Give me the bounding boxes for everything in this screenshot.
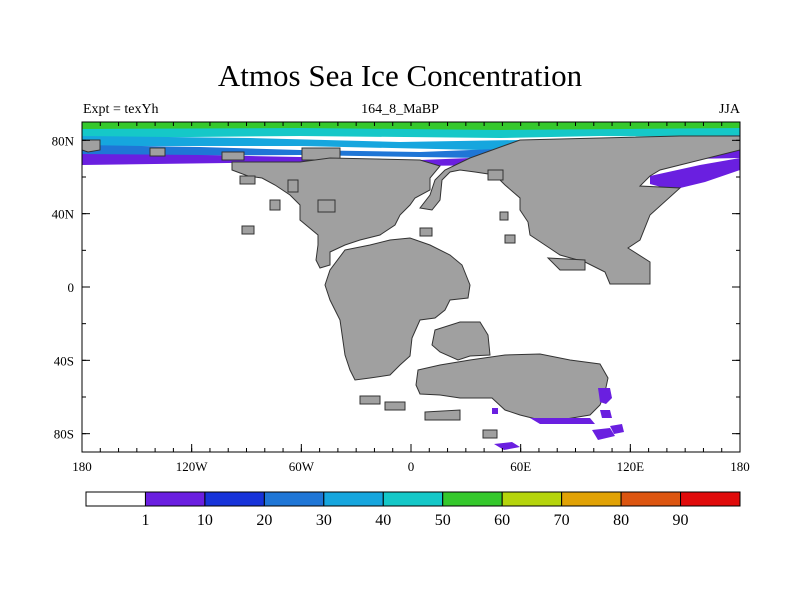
- lon-tick-label: 0: [408, 459, 415, 474]
- antarctic-sea-ice: [492, 388, 624, 450]
- colorbar-label: 70: [554, 512, 570, 529]
- colorbar-label: 90: [673, 512, 689, 529]
- colorbar-swatch: [323, 491, 384, 507]
- season-label: JJA: [718, 102, 740, 117]
- colorbar-label: 20: [256, 512, 272, 529]
- colorbar: 1 10 20 30 40 50 60 70 80 90: [85, 491, 741, 529]
- land-antarctica: [415, 353, 609, 421]
- land-masses: [81, 135, 741, 439]
- colorbar-swatch: [263, 491, 325, 507]
- lon-tick-label: 120W: [176, 459, 209, 474]
- colorbar-label: 40: [375, 512, 391, 529]
- colorbar-label: 50: [435, 512, 451, 529]
- colorbar-swatch: [501, 491, 563, 507]
- colorbar-swatch: [204, 491, 265, 507]
- colorbar-label: 80: [613, 512, 629, 529]
- colorbar-swatch: [85, 491, 146, 507]
- lon-tick-label: 60E: [510, 459, 531, 474]
- lat-tick-label: 40S: [54, 353, 74, 368]
- colorbar-label: 30: [316, 512, 332, 529]
- colorbar-label: 60: [494, 512, 510, 529]
- lon-tick-label: 180: [730, 459, 750, 474]
- lon-tick-label: 180: [72, 459, 92, 474]
- colorbar-swatch: [144, 491, 206, 507]
- lat-tick-label: 80S: [54, 427, 74, 442]
- lat-tick-label: 80N: [52, 133, 75, 148]
- land-north-america: [231, 157, 441, 269]
- longitude-axis: 180 120W 60W 0 60E 120E 180: [72, 122, 750, 474]
- land-north-islands: [81, 139, 101, 153]
- lon-tick-label: 120E: [617, 459, 645, 474]
- land-africa-south-america: [324, 237, 471, 381]
- colorbar-label: 10: [197, 512, 213, 529]
- colorbar-swatch: [442, 491, 503, 507]
- latitude-axis: 80N 40N 0 40S 80S: [52, 133, 740, 442]
- period-label: 164_8_MaBP: [361, 102, 439, 117]
- map-title: Atmos Sea Ice Concentration: [217, 58, 583, 93]
- colorbar-swatch: [680, 491, 741, 507]
- colorbar-swatch: [620, 491, 682, 507]
- experiment-label: Expt = texYh: [83, 102, 159, 117]
- colorbar-swatch: [382, 491, 444, 507]
- lat-tick-label: 0: [68, 280, 75, 295]
- lat-tick-label: 40N: [52, 207, 75, 222]
- colorbar-swatch: [561, 491, 622, 507]
- colorbar-label: 1: [141, 512, 149, 529]
- lon-tick-label: 60W: [289, 459, 315, 474]
